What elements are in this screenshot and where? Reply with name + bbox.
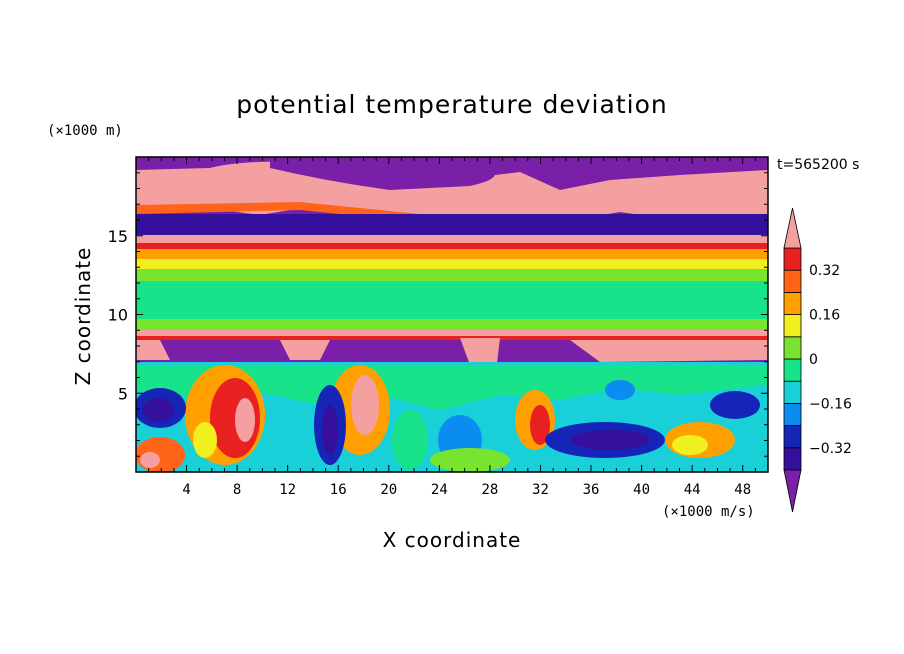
pink-line xyxy=(136,330,768,338)
negative-band xyxy=(136,214,768,238)
x-tick-label: 20 xyxy=(380,482,397,498)
time-label: t=565200 s xyxy=(777,157,859,173)
x-tick-label: 4 xyxy=(182,482,190,498)
y-tick-label: 15 xyxy=(108,227,128,246)
x-tick-label: 28 xyxy=(481,482,498,498)
top-violet-blob xyxy=(270,160,495,190)
green-band xyxy=(136,281,768,319)
eddy-navy-1 xyxy=(322,405,338,455)
colorbar-segment xyxy=(783,291,802,315)
x-tick-label: 12 xyxy=(279,482,296,498)
x-tick-label: 48 xyxy=(734,482,751,498)
eddy-blue-4 xyxy=(710,391,760,419)
eddy-pink-3 xyxy=(140,452,160,468)
x-tick-label: 8 xyxy=(233,482,241,498)
lower-pink-notch-left xyxy=(136,340,170,360)
y-unit-label: (×1000 m) xyxy=(47,123,123,139)
eddy-pink-2 xyxy=(351,375,379,435)
colorbar-segment xyxy=(783,358,802,382)
colorbar-segment xyxy=(783,402,802,426)
x-axis-label: X coordinate xyxy=(383,528,522,552)
eddy-yellow-2 xyxy=(672,435,708,455)
eddy-lightblue-1 xyxy=(605,380,635,400)
red-line xyxy=(136,336,768,340)
colorbar-segment xyxy=(783,336,802,360)
eddy-navy-3 xyxy=(570,430,650,450)
lightgreen-band-2 xyxy=(136,319,768,331)
x-tick-label: 32 xyxy=(532,482,549,498)
colorbar-extend-top xyxy=(783,207,802,249)
x-tick-label: 40 xyxy=(633,482,650,498)
x-tick-label: 44 xyxy=(684,482,701,498)
y-tick-label: 10 xyxy=(108,306,128,325)
x-tick-label: 24 xyxy=(431,482,448,498)
colorbar-extend-bottom xyxy=(783,469,802,513)
chart-title: potential temperature deviation xyxy=(236,90,667,119)
colorbar-tick-label: 0 xyxy=(809,352,818,368)
colorbar-segment xyxy=(783,380,802,404)
eddy-navy-2 xyxy=(142,398,174,422)
lower-pink-notch-right xyxy=(570,340,768,362)
colorbar-segment xyxy=(783,447,802,471)
y-tick-label: 5 xyxy=(118,384,128,403)
eddy-green-2 xyxy=(430,448,510,472)
yellow-band xyxy=(136,259,768,269)
colorbar-tick-label: −0.16 xyxy=(809,396,852,412)
contour-field xyxy=(136,157,768,472)
colorbar-segment xyxy=(783,269,802,293)
x-tick-label: 36 xyxy=(583,482,600,498)
y-ticks: 5 10 15 xyxy=(108,156,768,473)
colorbar-segment xyxy=(783,425,802,449)
red-band xyxy=(136,243,768,249)
eddy-yellow-1 xyxy=(193,422,217,458)
x-unit-label: (×1000 m/s) xyxy=(662,504,755,520)
eddy-green-1 xyxy=(392,410,428,470)
colorbar-tick-label: −0.32 xyxy=(809,441,852,457)
x-tick-label: 16 xyxy=(330,482,347,498)
colorbar-tick-label: 0.32 xyxy=(809,263,840,279)
y-axis-label: Z coordinate xyxy=(71,247,95,386)
colorbar-segment xyxy=(783,247,802,271)
eddy-pink-1 xyxy=(235,398,255,442)
orange-band xyxy=(136,249,768,259)
colorbar-segment xyxy=(783,314,802,338)
lightgreen-band xyxy=(136,269,768,281)
eddy-red-2 xyxy=(530,405,550,445)
lower-green-region xyxy=(136,365,768,410)
colorbar: 0.32 0.16 0 −0.16 −0.32 xyxy=(783,207,852,513)
x-ticks: 4 8 12 16 20 24 28 32 36 40 44 48 xyxy=(135,157,769,498)
pink-band xyxy=(136,235,768,245)
colorbar-tick-label: 0.16 xyxy=(809,308,840,324)
lower-pink-notch-mid xyxy=(280,340,330,360)
